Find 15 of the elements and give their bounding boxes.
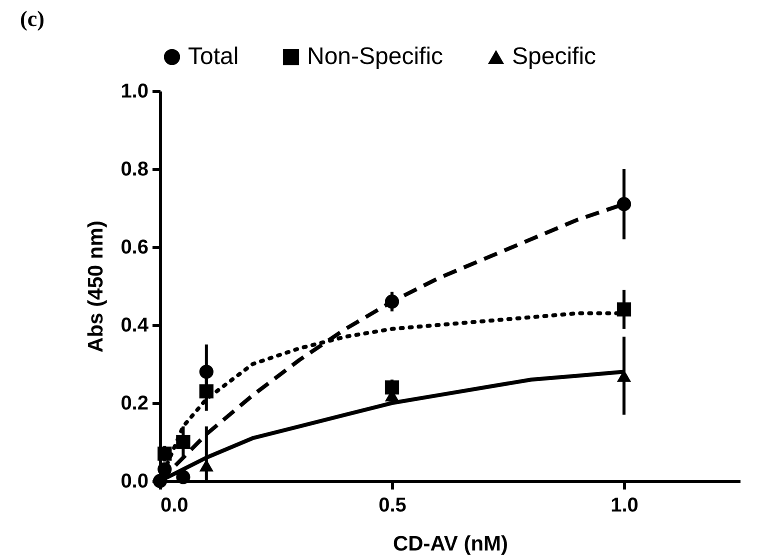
legend-label: Non-Specific bbox=[307, 43, 444, 70]
x-tick-label: 0.5 bbox=[378, 494, 406, 516]
x-tick-label: 0.0 bbox=[160, 494, 188, 516]
y-tick-label: 0.2 bbox=[120, 392, 148, 414]
y-tick-label: 0.4 bbox=[120, 314, 150, 336]
chart-title: (c) bbox=[20, 6, 44, 31]
y-axis-title: Abs (450 nm) bbox=[84, 220, 108, 352]
y-tick-label: 0.6 bbox=[120, 236, 148, 258]
y-tick-label: 1.0 bbox=[120, 80, 148, 102]
y-tick-label: 0.0 bbox=[120, 470, 148, 492]
legend-label: Specific bbox=[512, 43, 596, 70]
x-axis-title: CD-AV (nM) bbox=[392, 532, 508, 556]
x-tick-label: 1.0 bbox=[610, 494, 638, 516]
legend-label: Total bbox=[188, 43, 239, 70]
y-tick-label: 0.8 bbox=[120, 158, 148, 180]
